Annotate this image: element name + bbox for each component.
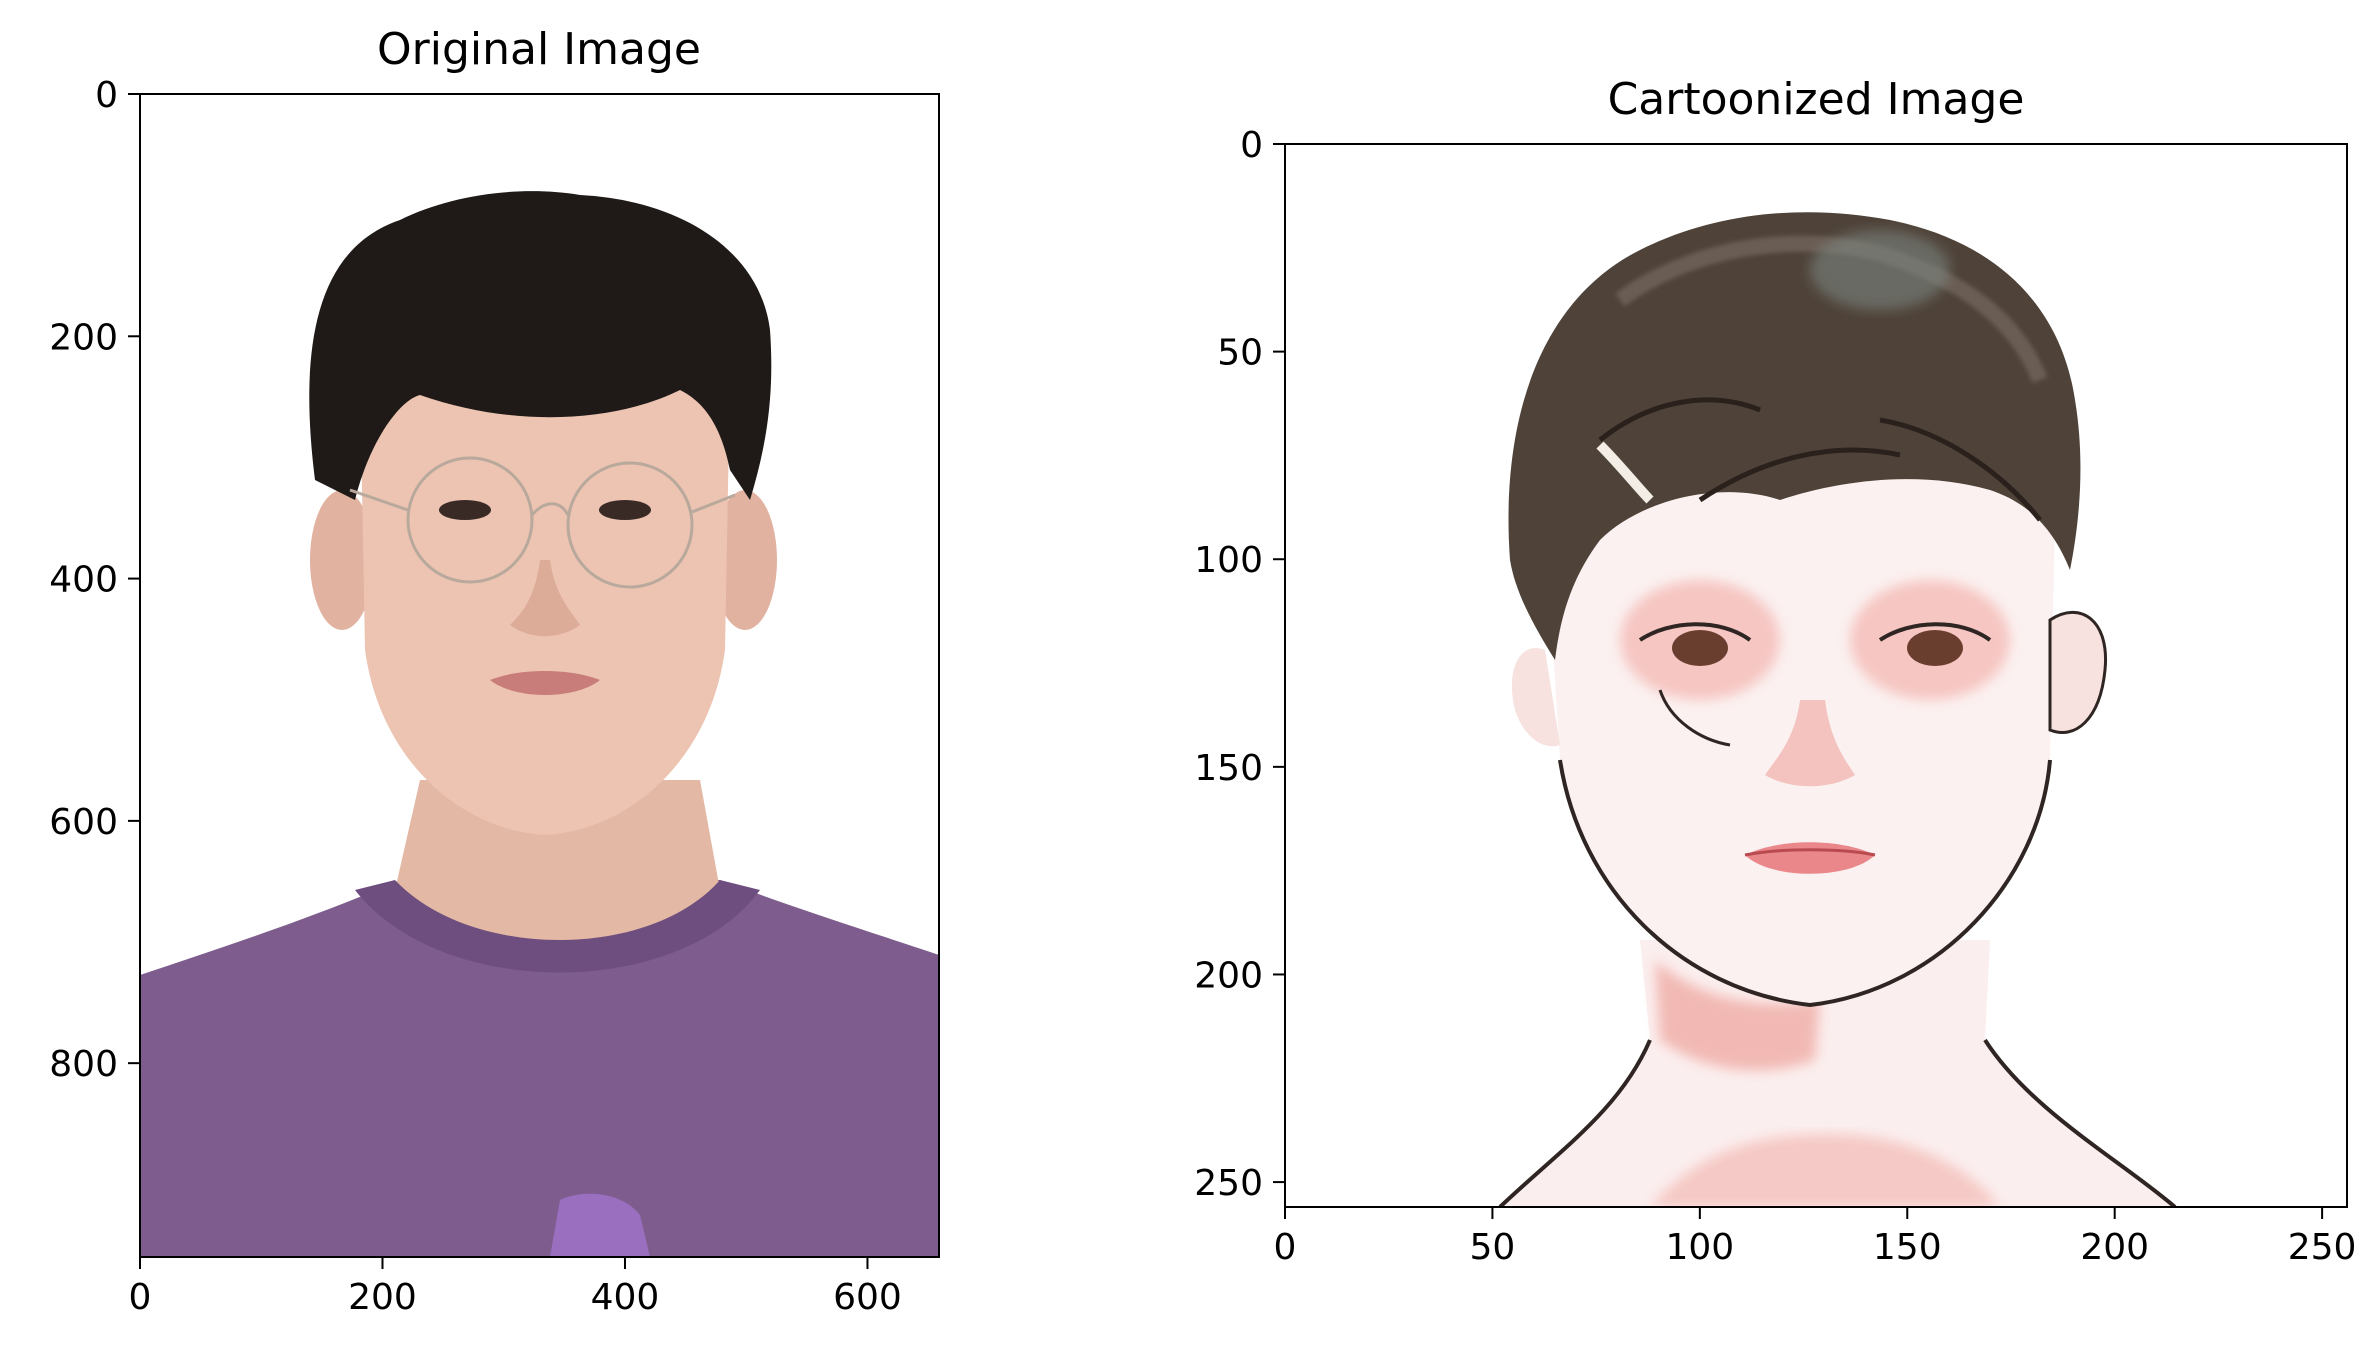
right-xtick-label: 50 [1470, 1227, 1516, 1268]
right-xtick-label: 250 [2288, 1227, 2357, 1268]
left-ytick-label: 400 [49, 560, 118, 601]
neck [395, 780, 720, 943]
right-axis-ticks: 0 50 100 150 200 250 0 50 100 150 200 250 [1194, 125, 2356, 1268]
glasses [349, 456, 736, 589]
left-xtick-label: 600 [833, 1277, 902, 1318]
left-panel-title: Original Image [377, 24, 701, 75]
right-ytick-label: 50 [1217, 333, 1263, 374]
hair [309, 191, 772, 500]
left-eye [439, 500, 491, 520]
cartoon-image [1285, 144, 2347, 1207]
nose [510, 560, 580, 637]
left-xtick-label: 400 [591, 1277, 660, 1318]
right-ytick-label: 200 [1194, 955, 1263, 996]
right-panel: Cartoonized Image [1194, 74, 2356, 1268]
mouth [490, 671, 600, 695]
left-ytick-label: 800 [49, 1044, 118, 1085]
right-ear [713, 490, 777, 630]
left-ear [310, 490, 374, 630]
right-xtick-label: 200 [2080, 1227, 2149, 1268]
cartoon-hair [1508, 212, 2081, 660]
cartoon-eyes [1638, 622, 1992, 747]
cartoon-right-ear [2048, 610, 2108, 734]
right-ytick-label: 150 [1194, 748, 1263, 789]
cartoon-left-ear [1511, 648, 1560, 747]
left-ytick-label: 600 [49, 802, 118, 843]
left-axes-frame [139, 93, 940, 1258]
left-panel: Original Image [49, 24, 940, 1318]
right-ytick-label: 0 [1240, 125, 1263, 166]
right-ytick-label: 250 [1194, 1163, 1263, 1204]
right-xtick-label: 0 [1274, 1227, 1297, 1268]
original-photo [140, 94, 939, 1257]
right-ytick-label: 100 [1194, 540, 1263, 581]
left-axis-ticks: 0 200 400 600 0 200 400 600 800 [49, 75, 902, 1318]
right-panel-title: Cartoonized Image [1608, 74, 2025, 125]
shirt [140, 880, 939, 1257]
cartoon-nose [1765, 700, 1855, 787]
left-xtick-label: 0 [129, 1277, 152, 1318]
right-eye [599, 500, 651, 520]
cartoon-face [1545, 360, 2055, 1005]
left-xtick-label: 200 [348, 1277, 417, 1318]
left-ytick-label: 200 [49, 317, 118, 358]
left-ytick-label: 0 [95, 75, 118, 116]
collar [355, 880, 760, 973]
right-xtick-label: 150 [1873, 1227, 1942, 1268]
right-xtick-label: 100 [1665, 1227, 1734, 1268]
right-axes-frame [1284, 143, 2348, 1208]
